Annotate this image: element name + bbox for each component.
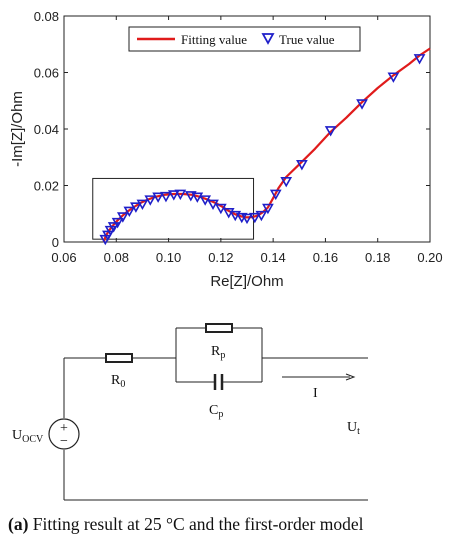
true-value-point <box>111 217 124 229</box>
true-value-point <box>174 189 187 201</box>
caption-tag: (a) <box>8 514 29 534</box>
x-tick-label: 0.16 <box>313 250 338 265</box>
annotations <box>92 177 255 240</box>
true-value-point <box>207 199 219 210</box>
label-uocv: UOCV <box>12 428 44 445</box>
true-value-point <box>262 203 274 215</box>
x-tick-label: 0.08 <box>104 250 129 265</box>
y-tick-label: 0.02 <box>34 179 59 194</box>
resistor-rp <box>205 323 233 333</box>
label-current: I <box>313 386 318 401</box>
circuit-labels: UOCV R0 Rp Cp I Ut <box>12 344 360 445</box>
true-value-point <box>107 222 120 233</box>
highlight-rectangle <box>92 177 255 240</box>
true-value-point <box>214 203 227 215</box>
y-axis-label: -Im[Z]/Ohm <box>9 91 26 167</box>
legend-triangle-swatch <box>261 33 275 45</box>
y-tick-label: 0 <box>52 235 59 250</box>
true-value-point <box>136 199 149 210</box>
true-value-point <box>324 126 337 137</box>
caption-text: Fitting result at 25 °C and the first-or… <box>28 514 364 534</box>
true-value-point <box>184 191 197 202</box>
y-tick-label: 0.08 <box>34 9 59 24</box>
true-value-point <box>191 192 204 203</box>
true-value-point <box>356 99 368 110</box>
true-value-point <box>387 72 400 83</box>
current-arrow-head <box>345 373 356 381</box>
impedance-chart: 0.06 0.08 0.10 0.12 0.14 0.16 0.18 0.20 0 0.02 0.0… <box>9 9 443 290</box>
equivalent-circuit: + − <box>48 323 368 501</box>
resistor-r0 <box>105 353 133 363</box>
true-value-point <box>229 210 242 222</box>
true-value-point <box>248 212 261 224</box>
true-value-point <box>255 210 268 222</box>
plot-area <box>63 15 431 243</box>
y-tick-label: 0.04 <box>34 122 59 137</box>
true-value-point <box>116 212 129 223</box>
true-value-point <box>144 195 157 206</box>
x-tick-label: 0.12 <box>208 250 233 265</box>
label-r0: R0 <box>111 373 125 390</box>
y-tick-label: 0.06 <box>34 66 59 81</box>
true-value-point <box>130 202 142 213</box>
true-value-point <box>167 190 180 201</box>
label-ut: Ut <box>347 420 360 437</box>
true-value-point <box>160 191 172 203</box>
true-value-point <box>123 206 136 218</box>
label-cp: Cp <box>209 403 223 420</box>
true-value-point <box>199 195 212 206</box>
data-series <box>99 47 431 246</box>
x-tick-label: 0.10 <box>156 250 181 265</box>
true-value-point <box>280 176 293 188</box>
x-tick-label: 0.06 <box>51 250 76 265</box>
true-value-point <box>269 189 282 201</box>
figure-caption: (a) Fitting result at 25 °C and the firs… <box>8 514 458 535</box>
legend-label-fitting: Fitting value <box>181 32 247 47</box>
true-value-point <box>152 192 164 203</box>
legend-label-true: True value <box>279 32 335 47</box>
legend: Fitting value True value <box>128 26 361 52</box>
x-tick-label: 0.14 <box>260 250 285 265</box>
source-plus-sign: + <box>60 421 68 436</box>
x-axis-label: Re[Z]/Ohm <box>210 273 283 290</box>
label-rp: Rp <box>211 344 225 361</box>
x-tick-label: 0.18 <box>365 250 390 265</box>
source-minus-sign: − <box>60 434 68 449</box>
true-value-point <box>413 54 426 65</box>
x-tick-label: 0.20 <box>417 250 442 265</box>
true-value-point <box>241 213 253 225</box>
voltage-source-circle <box>48 418 80 450</box>
true-value-point <box>296 160 308 171</box>
axis-ticks: 0.06 0.08 0.10 0.12 0.14 0.16 0.18 0.20 0 0.02 0.0… <box>34 9 443 265</box>
